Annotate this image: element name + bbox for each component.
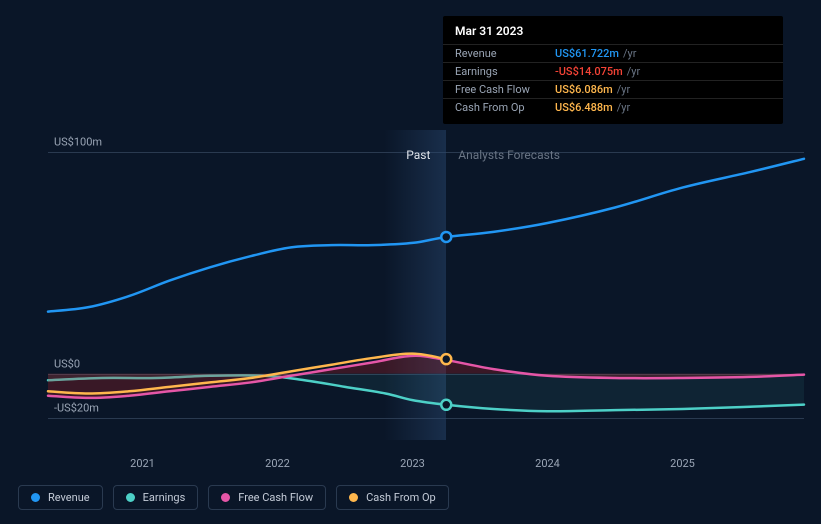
tooltip-row-label: Cash From Op: [455, 101, 555, 114]
tooltip-row-suffix: /yr: [617, 83, 630, 96]
tooltip-row-suffix: /yr: [617, 101, 630, 114]
tooltip-row-suffix: /yr: [627, 65, 640, 78]
tooltip-row: Earnings-US$14.075m/yr: [443, 62, 783, 80]
x-axis-label: 2022: [265, 457, 290, 470]
legend: Revenue Earnings Free Cash Flow Cash From O…: [18, 485, 449, 510]
chart-tooltip: Mar 31 2023RevenueUS$61.722m/yrEarnings-…: [443, 16, 783, 124]
tooltip-row-value: -US$14.075m: [555, 65, 623, 78]
legend-item[interactable]: Revenue: [18, 485, 103, 510]
legend-item[interactable]: Cash From Op: [336, 485, 449, 510]
tooltip-row-label: Revenue: [455, 47, 555, 60]
legend-label: Revenue: [48, 491, 90, 504]
tooltip-row: Free Cash FlowUS$6.086m/yr: [443, 80, 783, 98]
plot-area[interactable]: US$100mUS$0-US$20m20212022202320242025Pa…: [48, 130, 804, 440]
tooltip-row-label: Free Cash Flow: [455, 83, 555, 96]
tooltip-title: Mar 31 2023: [443, 24, 783, 44]
legend-label: Free Cash Flow: [238, 491, 313, 504]
series-marker: [441, 232, 451, 242]
tooltip-row-value: US$6.488m: [555, 101, 613, 114]
tooltip-row: RevenueUS$61.722m/yr: [443, 44, 783, 62]
tooltip-row-value: US$6.086m: [555, 83, 613, 96]
series-marker: [441, 354, 451, 364]
legend-item[interactable]: Earnings: [113, 485, 199, 510]
series-marker: [441, 400, 451, 410]
legend-dot-icon: [221, 493, 230, 502]
chart-svg: [48, 130, 804, 440]
tooltip-row-suffix: /yr: [623, 47, 636, 60]
legend-dot-icon: [31, 493, 40, 502]
tooltip-row-label: Earnings: [455, 65, 555, 78]
x-axis-label: 2023: [400, 457, 425, 470]
tooltip-row: Cash From OpUS$6.488m/yr: [443, 98, 783, 116]
legend-dot-icon: [349, 493, 358, 502]
legend-dot-icon: [126, 493, 135, 502]
legend-item[interactable]: Free Cash Flow: [208, 485, 326, 510]
legend-label: Cash From Op: [366, 491, 436, 504]
x-axis-label: 2021: [130, 457, 155, 470]
tooltip-row-value: US$61.722m: [555, 47, 619, 60]
series-line: [48, 159, 804, 312]
legend-label: Earnings: [143, 491, 186, 504]
x-axis-label: 2025: [670, 457, 695, 470]
x-axis-label: 2024: [535, 457, 560, 470]
